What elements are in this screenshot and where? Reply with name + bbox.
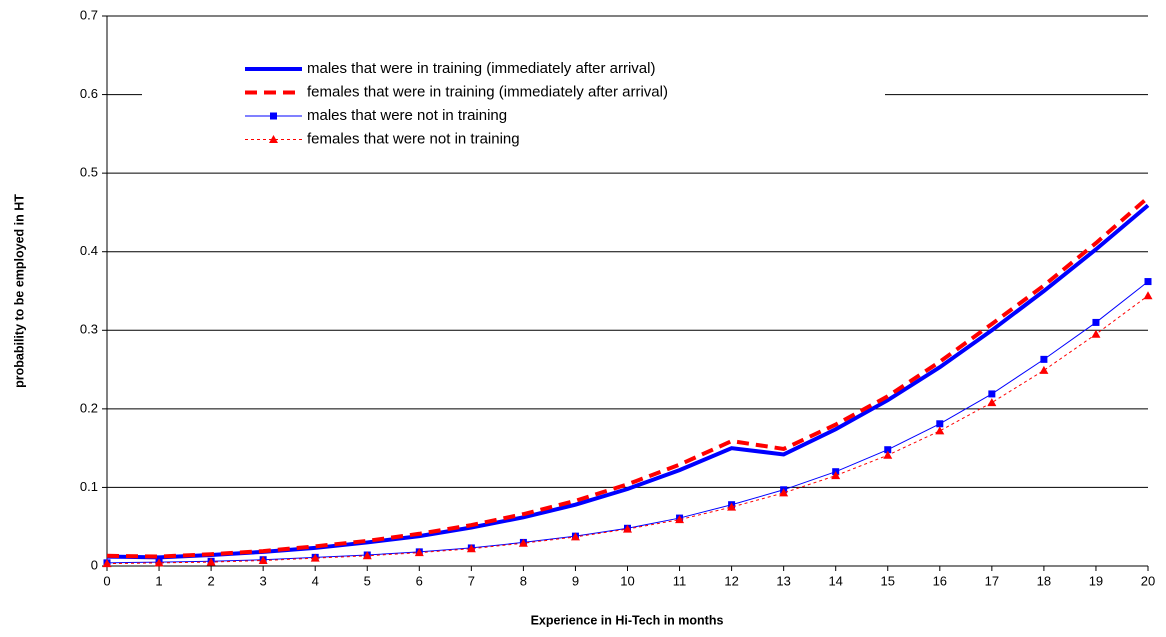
- x-tick-label: 8: [520, 573, 527, 588]
- marker: [570, 532, 580, 541]
- marker: [518, 538, 528, 547]
- x-tick-label: 0: [103, 573, 110, 588]
- y-axis-label: probability to be employed in HT: [12, 194, 26, 388]
- legend-label: females that were in training (immediate…: [307, 83, 668, 100]
- x-tick-label: 15: [881, 573, 895, 588]
- x-tick-label: 6: [416, 573, 423, 588]
- x-axis-label: Experience in Hi-Tech in months: [531, 613, 724, 627]
- series-line: [106, 295, 1149, 565]
- x-tick-label: 1: [155, 573, 162, 588]
- marker: [154, 558, 164, 567]
- marker: [936, 420, 944, 428]
- x-tick-label: 3: [260, 573, 267, 588]
- legend-label: males that were not in training: [307, 107, 507, 124]
- series-line: [106, 195, 1150, 559]
- x-tick-label: 14: [828, 573, 842, 588]
- marker: [1040, 355, 1048, 363]
- marker: [831, 471, 841, 480]
- y-tick-label: 0.2: [80, 400, 98, 415]
- x-tick-label: 5: [364, 573, 371, 588]
- marker: [987, 398, 997, 407]
- marker: [988, 390, 996, 398]
- marker: [414, 548, 424, 557]
- x-tick-label: 10: [620, 573, 634, 588]
- marker: [1091, 329, 1101, 338]
- marker: [206, 557, 216, 566]
- x-tick-label: 17: [985, 573, 999, 588]
- marker: [883, 450, 893, 459]
- x-tick-label: 12: [724, 573, 738, 588]
- y-tick-label: 0.5: [80, 165, 98, 180]
- series-line: [106, 203, 1150, 560]
- marker: [623, 524, 632, 533]
- x-tick-label: 4: [312, 573, 319, 588]
- x-tick-label: 7: [468, 573, 475, 588]
- y-tick-label: 0.3: [80, 322, 98, 337]
- marker: [884, 446, 892, 454]
- legend-label: females that were not in training: [307, 130, 520, 147]
- marker: [466, 544, 476, 553]
- marker: [779, 488, 789, 497]
- marker: [102, 559, 112, 568]
- x-tick-label: 16: [933, 573, 947, 588]
- marker: [258, 556, 268, 564]
- marker: [269, 135, 278, 143]
- marker: [1092, 318, 1100, 326]
- x-tick-label: 13: [776, 573, 790, 588]
- y-tick-label: 0.7: [80, 7, 98, 22]
- x-tick-label: 11: [673, 573, 687, 588]
- x-tick-label: 19: [1089, 573, 1103, 588]
- marker: [270, 112, 277, 120]
- marker: [727, 502, 737, 511]
- x-tick-label: 9: [572, 573, 579, 588]
- marker: [1143, 291, 1153, 300]
- y-tick-label: 0.6: [80, 86, 98, 101]
- y-tick-label: 0: [91, 557, 98, 572]
- marker: [935, 426, 945, 435]
- marker: [362, 551, 372, 560]
- x-tick-label: 18: [1037, 573, 1051, 588]
- legend-label: males that were in training (immediately…: [307, 60, 655, 77]
- marker: [675, 515, 685, 524]
- marker: [310, 553, 320, 562]
- marker: [1144, 278, 1152, 286]
- marker: [1039, 365, 1049, 374]
- x-tick-label: 20: [1141, 573, 1155, 588]
- y-tick-label: 0.1: [80, 479, 98, 494]
- y-tick-label: 0.4: [80, 243, 98, 258]
- x-tick-label: 2: [207, 573, 214, 588]
